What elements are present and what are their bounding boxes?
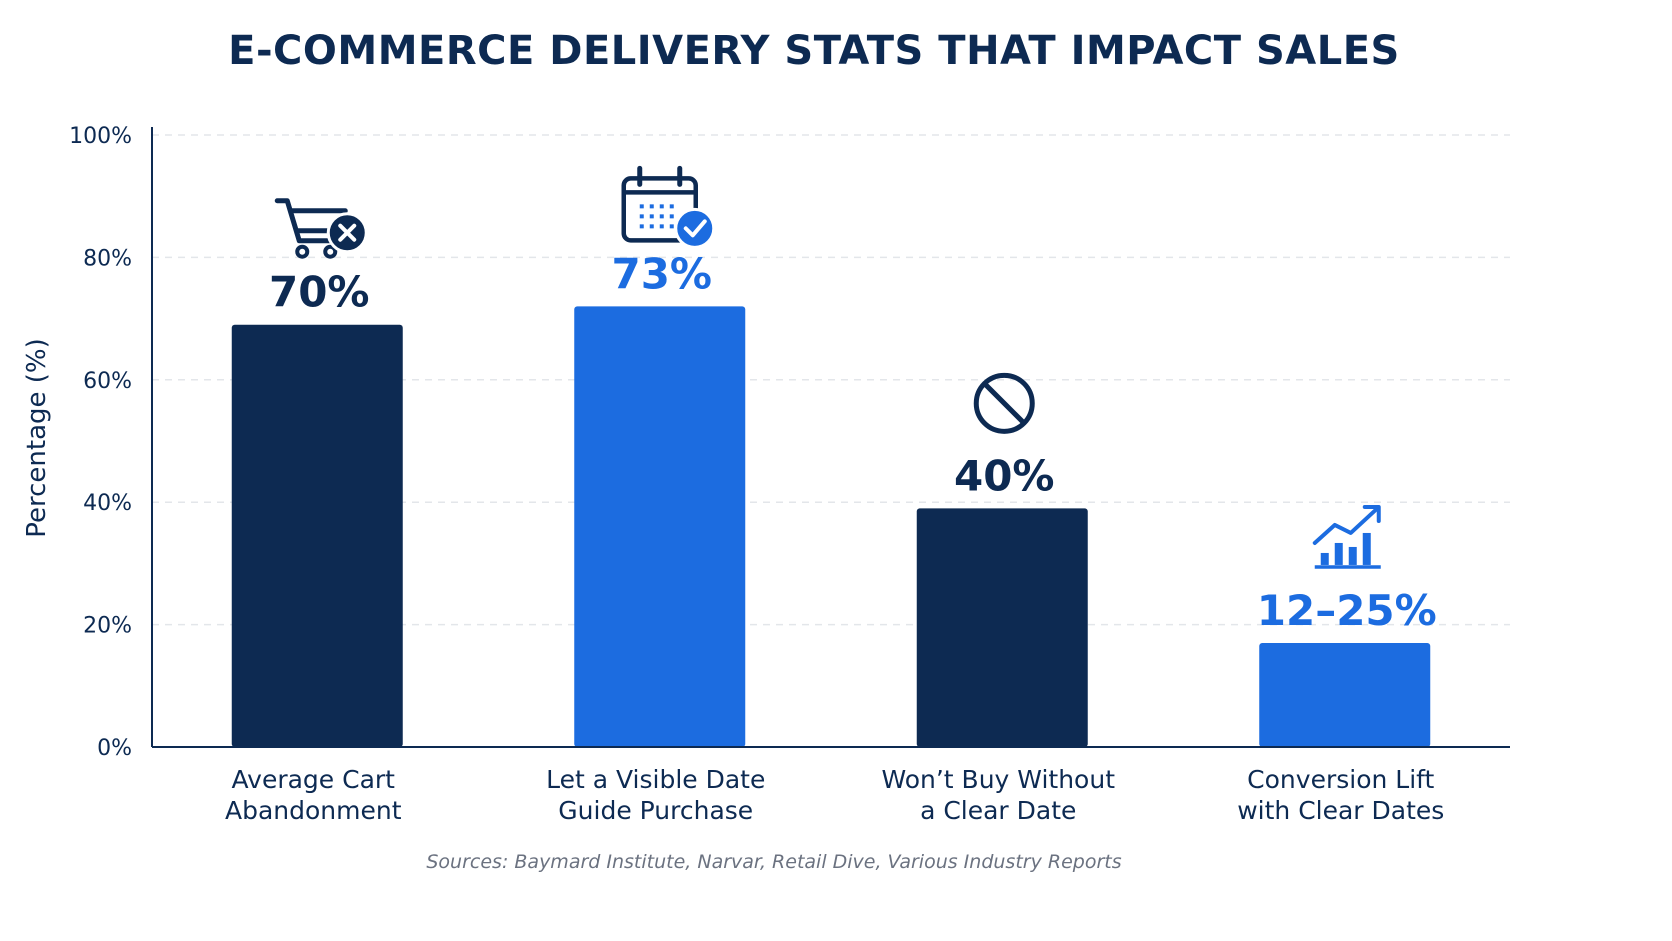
cart-x-icon: [274, 198, 368, 259]
y-tick-labels: 0% 20% 40% 60% 80% 100%: [69, 124, 132, 761]
value-label: 70%: [269, 268, 370, 317]
prohibited-icon: [973, 372, 1035, 434]
calendar-check-icon: [621, 165, 716, 249]
category-label: Guide Purchase: [558, 796, 753, 825]
growth-chart-icon: [1312, 504, 1381, 569]
bar-icons: [274, 165, 1381, 569]
bar: [916, 508, 1088, 747]
y-tick-label: 60%: [83, 369, 132, 394]
y-axis-label: Percentage (%): [22, 338, 52, 538]
value-label: 12–25%: [1257, 586, 1437, 635]
category-label: Won’t Buy Without: [881, 765, 1115, 794]
y-tick-label: 80%: [83, 246, 132, 271]
category-label: a Clear Date: [920, 796, 1076, 825]
value-label: 73%: [611, 249, 712, 298]
bar: [231, 324, 403, 747]
bars: [231, 306, 1431, 747]
category-label: Conversion Lift: [1247, 765, 1434, 794]
y-tick-label: 20%: [83, 614, 132, 639]
category-label: Let a Visible Date: [546, 765, 765, 794]
chart-title: E-COMMERCE DELIVERY STATS THAT IMPACT SA…: [228, 28, 1400, 74]
category-label: with Clear Dates: [1237, 796, 1444, 825]
y-tick-label: 0%: [97, 736, 132, 761]
y-tick-label: 40%: [83, 491, 132, 516]
value-label: 40%: [954, 451, 1055, 500]
category-label: Abandonment: [225, 796, 402, 825]
source-note: Sources: Baymard Institute, Narvar, Reta…: [426, 851, 1121, 873]
value-labels: 70% 73% 40% 12–25%: [269, 249, 1437, 635]
y-tick-label: 100%: [69, 124, 132, 149]
category-label: Average Cart: [232, 765, 396, 794]
bar: [1259, 642, 1431, 747]
bar: [574, 306, 746, 747]
